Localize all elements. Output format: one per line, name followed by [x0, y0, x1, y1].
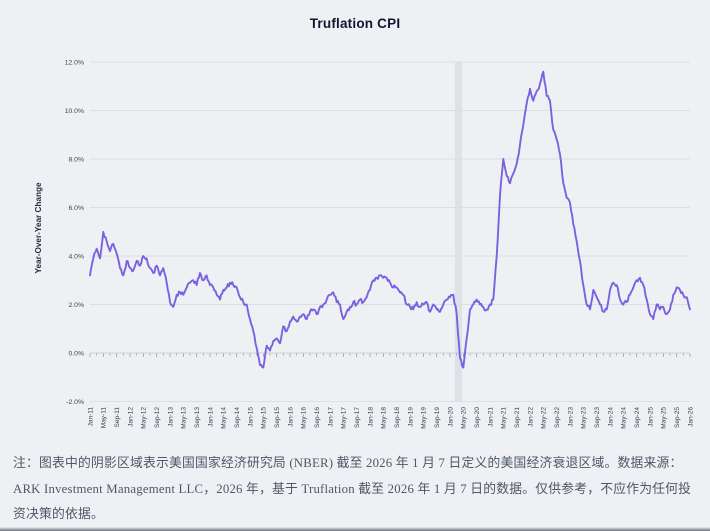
y-axis-label: 12.0%: [65, 59, 84, 66]
x-axis-label: Sep-23: [594, 407, 601, 428]
x-axis-label: Sep-19: [434, 407, 441, 428]
x-axis-label: May-16: [301, 407, 308, 429]
x-axis-label: Jan-18: [367, 407, 374, 427]
x-axis-label: Jan-15: [247, 407, 254, 427]
x-axis-label: Sep-14: [234, 407, 241, 428]
x-axis-label: Sep-18: [394, 407, 401, 428]
y-axis-label: 2.0%: [69, 302, 85, 309]
x-axis-label: Sep-25: [674, 407, 681, 428]
y-axis-label: 4.0%: [69, 253, 85, 260]
chart-title: Truflation CPI: [309, 16, 401, 31]
x-axis-label: Sep-24: [634, 407, 641, 428]
x-axis-label: Jan-26: [687, 407, 694, 427]
x-axis-label: Sep-12: [154, 407, 161, 428]
x-axis-label: Jan-23: [567, 407, 574, 427]
x-axis-label: May-22: [541, 407, 548, 429]
x-axis-label: Sep-22: [554, 407, 561, 428]
x-axis-label: Jan-17: [327, 407, 334, 427]
x-axis-label: May-17: [341, 407, 348, 429]
cpi-line: [89, 70, 691, 369]
y-axis-label: 10.0%: [65, 108, 84, 115]
x-axis-label: Jan-13: [167, 407, 174, 427]
x-axis-label: Sep-17: [354, 407, 361, 428]
x-axis-labels: Jan-11 May-11 Sep-11 Jan-12 May-12 Sep-12 Jan-…: [87, 407, 694, 429]
y-axis-label: 8.0%: [69, 156, 85, 163]
x-axis-label: May-23: [581, 407, 588, 429]
x-axis-ticks: [89, 353, 691, 357]
window-bottom-edge: [0, 527, 710, 531]
y-axis-labels: -2.0% 0.0% 2.0% 4.0% 6.0% 8.0% 10.0% 12.0%: [65, 59, 85, 406]
x-axis-label: Jan-19: [407, 407, 414, 427]
x-axis-label: Sep-15: [274, 407, 281, 428]
y-axis-title: Year-Over-Year Change: [34, 182, 43, 273]
x-axis-label: Jan-16: [287, 407, 294, 427]
x-axis-label: Sep-20: [474, 407, 481, 428]
x-axis-label: May-18: [381, 407, 388, 429]
y-axis-label: 0.0%: [69, 350, 85, 357]
x-axis-label: Jan-14: [207, 407, 214, 427]
recession-band: [454, 62, 462, 402]
x-axis-label: May-15: [261, 407, 268, 429]
x-axis-label: May-12: [141, 407, 148, 429]
x-axis-label: May-25: [661, 407, 668, 429]
cpi-chart: -2.0% 0.0% 2.0% 4.0% 6.0% 8.0% 10.0% 12.0% Jan-1…: [34, 59, 694, 429]
y-axis-label: -2.0%: [66, 399, 84, 406]
x-axis-label: May-14: [221, 407, 228, 429]
x-axis-label: Jan-12: [127, 407, 134, 427]
x-axis-label: Sep-16: [314, 407, 321, 428]
x-axis-label: Sep-13: [194, 407, 201, 428]
x-axis-label: Jan-21: [487, 407, 494, 427]
x-axis-label: May-21: [501, 407, 508, 429]
x-axis-label: May-11: [101, 407, 108, 429]
x-axis-label: Jan-22: [527, 407, 534, 427]
x-axis-label: May-13: [181, 407, 188, 429]
y-axis-label: 6.0%: [69, 205, 85, 212]
x-axis-label: Jan-25: [647, 407, 654, 427]
x-axis-label: Sep-21: [514, 407, 521, 428]
x-axis-label: May-24: [621, 407, 628, 429]
footer-note: 注：图表中的阴影区域表示美国国家经济研究局 (NBER) 截至 2026 年 1…: [13, 456, 692, 521]
x-axis-label: May-19: [421, 407, 428, 429]
x-axis-label: Jan-24: [607, 407, 614, 427]
x-axis-label: Jan-20: [447, 407, 454, 427]
x-axis-label: Sep-11: [114, 407, 121, 428]
x-axis-label: May-20: [461, 407, 468, 429]
gridlines: [90, 61, 690, 402]
x-axis-label: Jan-11: [87, 407, 94, 427]
